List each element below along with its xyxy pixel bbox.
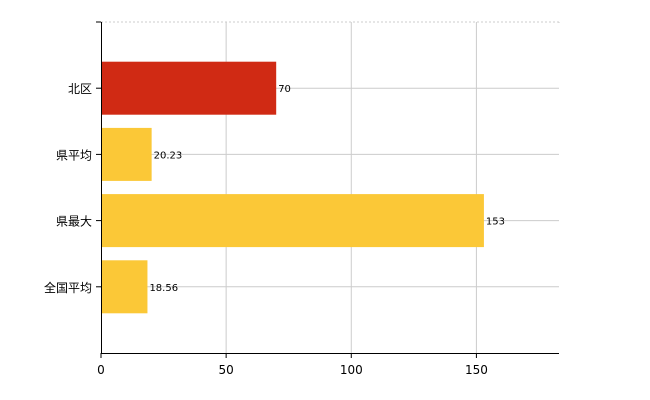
category-label-3: 全国平均 bbox=[44, 280, 92, 295]
axes bbox=[96, 21, 559, 358]
data-label-2: 153 bbox=[486, 217, 505, 228]
data-label-1: 20.23 bbox=[154, 150, 183, 161]
data-label-0: 70 bbox=[278, 84, 291, 95]
bar-2 bbox=[101, 194, 484, 248]
x-tick-label-2: 100 bbox=[340, 363, 363, 377]
x-tick-label-0: 0 bbox=[97, 363, 105, 377]
x-tick-label-1: 50 bbox=[218, 363, 233, 377]
labels: 70 北区 20.23 県平均 153 県最大 18.56 全国平均 0 50 100 150 bbox=[44, 82, 505, 377]
category-label-2: 県最大 bbox=[56, 215, 92, 229]
data-label-3: 18.56 bbox=[149, 283, 178, 294]
x-tick-label-3: 150 bbox=[465, 363, 488, 377]
bar-1 bbox=[101, 127, 152, 181]
bar-3 bbox=[101, 260, 148, 314]
bars bbox=[101, 61, 484, 314]
bar-0 bbox=[101, 61, 277, 115]
category-label-1: 県平均 bbox=[56, 148, 92, 162]
category-label-0: 北区 bbox=[68, 82, 92, 96]
